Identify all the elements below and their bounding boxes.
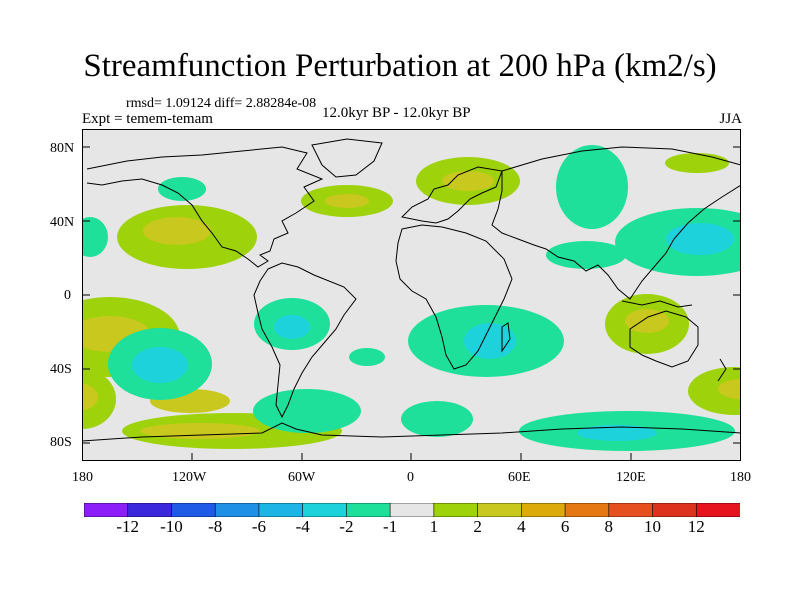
- negative-region: [82, 217, 108, 257]
- tick-marks: [82, 146, 741, 461]
- colorbar-swatch: [258, 502, 304, 518]
- colorbar-label: 1: [429, 517, 439, 536]
- lat-label-80s: 80S: [50, 435, 72, 450]
- colorbar-swatch: [695, 502, 741, 518]
- lon-label-60w: 60W: [288, 470, 316, 485]
- colorbar-label: -12: [116, 517, 140, 536]
- colorbar-label: 2: [473, 517, 482, 536]
- indonesia-coast: [621, 300, 693, 308]
- lon-label-0: 0: [407, 470, 414, 485]
- madagascar-coast: [501, 322, 511, 353]
- positive-region: [140, 423, 260, 439]
- colorbar-label: 4: [517, 517, 526, 536]
- negative-region: [349, 348, 385, 366]
- positive-region: [143, 217, 211, 245]
- colorbar-swatch: [214, 502, 260, 518]
- colorbar-swatch: [521, 502, 566, 518]
- experiment-label: Expt = temem-temam: [82, 111, 213, 127]
- season-label: JJA: [719, 111, 742, 127]
- colorbar-swatch: [608, 502, 654, 518]
- asia-coast: [491, 146, 741, 300]
- lat-label-40s: 40S: [50, 362, 72, 377]
- negative-region: [132, 347, 188, 383]
- negative-region: [158, 177, 206, 201]
- negative-region: [666, 223, 734, 255]
- negative-region: [253, 389, 361, 433]
- lat-label-0: 0: [64, 288, 71, 303]
- colorbar-swatch: [171, 502, 217, 518]
- positive-region: [442, 171, 494, 191]
- negative-region: [401, 401, 473, 437]
- period-label: 12.0kyr BP - 12.0kyr BP: [322, 105, 471, 121]
- colorbar-swatch: [346, 502, 391, 518]
- colorbar-label: -10: [160, 517, 183, 536]
- colorbar-label: -6: [251, 517, 267, 536]
- colorbar-swatch: [389, 502, 435, 518]
- positive-region: [325, 194, 369, 208]
- colorbar-svg: [83, 502, 741, 518]
- colorbar-label: -8: [208, 517, 223, 536]
- africa-coast: [395, 224, 513, 370]
- positive-region: [665, 153, 729, 173]
- positive-region: [718, 379, 741, 399]
- positive-region: [688, 367, 741, 415]
- colorbar-label: 10: [644, 517, 662, 536]
- colorbar-label: 6: [560, 517, 570, 536]
- colorbar-label: 12: [687, 517, 705, 536]
- colorbar-swatch: [564, 502, 610, 518]
- colorbar-label: -2: [339, 517, 354, 536]
- lon-label-120e: 120E: [616, 470, 646, 485]
- negative-region: [274, 315, 310, 339]
- lon-label-60e: 60E: [508, 470, 531, 485]
- north-america-coast: [86, 146, 324, 268]
- positive-region: [625, 309, 669, 333]
- colorbar-swatch: [302, 502, 348, 518]
- negative-region: [556, 145, 628, 229]
- plot-title: Streamfunction Perturbation at 200 hPa (…: [83, 48, 717, 84]
- negative-region: [577, 425, 657, 441]
- colorbar-label: -1: [383, 517, 398, 536]
- australia-coast: [629, 310, 699, 368]
- lat-label-80n: 80N: [50, 141, 75, 156]
- lon-label-180e: 180: [730, 470, 751, 485]
- colorbar-swatch: [433, 502, 479, 518]
- colorbar-swatch: [652, 502, 698, 518]
- positive-region: [82, 369, 116, 429]
- colorbar-swatch: [477, 502, 523, 518]
- lat-label-40n: 40N: [50, 215, 75, 230]
- lon-label-120w: 120W: [172, 470, 207, 485]
- map-panel: [82, 129, 741, 461]
- map-svg: [82, 129, 741, 461]
- antarctica-coast: [82, 422, 741, 442]
- colorbar: [83, 502, 741, 518]
- colorbar-label: 8: [604, 517, 614, 536]
- colorbar-swatch: [83, 502, 129, 518]
- negative-region: [546, 241, 626, 269]
- south-america-coast: [253, 262, 357, 419]
- colorbar-swatch: [127, 502, 173, 518]
- europe-coast: [400, 166, 503, 224]
- new-zealand-coast: [717, 358, 727, 382]
- greenland-coast: [311, 138, 383, 178]
- stats-line: rmsd= 1.09124 diff= 2.88284e-08: [126, 96, 317, 111]
- lon-label-180w: 180: [72, 470, 93, 485]
- positive-region: [82, 383, 98, 411]
- colorbar-label: -4: [295, 517, 310, 536]
- contour-fields: [82, 145, 741, 451]
- coastlines: [82, 138, 741, 442]
